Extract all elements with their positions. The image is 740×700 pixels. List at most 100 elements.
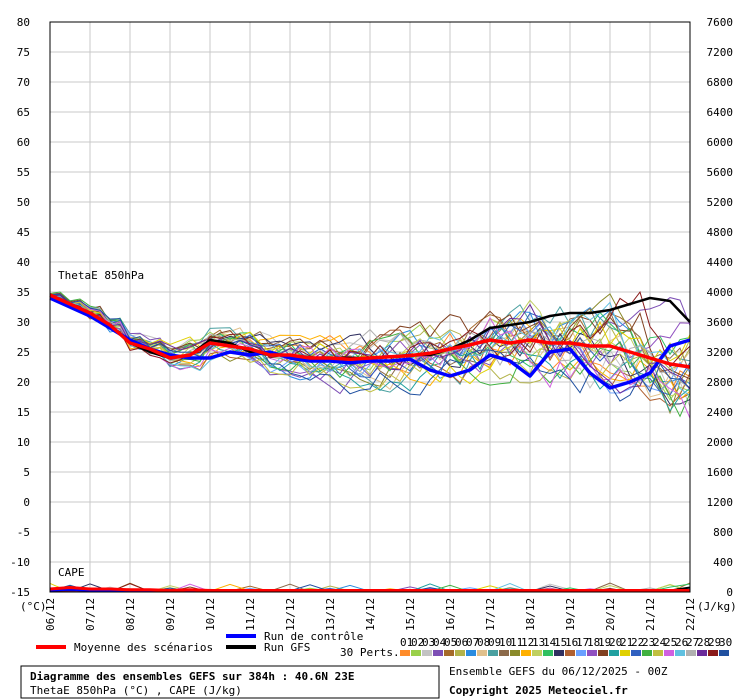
left-tick-label: 5 bbox=[23, 466, 30, 479]
pert-legend-label: 04 bbox=[433, 636, 447, 649]
right-tick-label: 800 bbox=[713, 526, 733, 539]
x-tick-label: 20/12 bbox=[604, 598, 617, 631]
pert-legend-label: 02 bbox=[411, 636, 424, 649]
x-tick-label: 21/12 bbox=[644, 598, 657, 631]
pert-legend-swatch bbox=[543, 650, 553, 656]
pert-legend-swatch bbox=[664, 650, 674, 656]
pert-legend-swatch bbox=[444, 650, 454, 656]
left-tick-label: 75 bbox=[17, 46, 30, 59]
perturbation-line bbox=[49, 293, 691, 402]
x-tick-label: 09/12 bbox=[164, 598, 177, 631]
mean-theta-line bbox=[49, 293, 691, 369]
left-tick-label: 35 bbox=[17, 286, 30, 299]
right-tick-label: 4400 bbox=[707, 256, 734, 269]
pert-legend-swatch bbox=[675, 650, 685, 656]
legend-gfs-label: Run GFS bbox=[264, 641, 310, 654]
pert-legend-swatch bbox=[466, 650, 476, 656]
pert-legend-label: 12 bbox=[521, 636, 534, 649]
pert-legend-swatch bbox=[488, 650, 498, 656]
pert-legend-label: 22 bbox=[631, 636, 644, 649]
pert-legend-swatch bbox=[631, 650, 641, 656]
plot-frame bbox=[49, 21, 691, 593]
pert-legend-label: 07 bbox=[466, 636, 479, 649]
left-tick-label: 65 bbox=[17, 106, 30, 119]
pert-legend-swatch bbox=[686, 650, 696, 656]
pert-legend-swatch bbox=[642, 650, 652, 656]
pert-legend-swatch bbox=[510, 650, 520, 656]
mean-cape-line bbox=[49, 585, 690, 593]
left-tick-label: 10 bbox=[17, 436, 30, 449]
left-tick-label: 0 bbox=[23, 496, 30, 509]
pert-legend-swatch bbox=[708, 650, 718, 656]
right-tick-label: 6400 bbox=[707, 106, 734, 119]
pert-legend-label: 10 bbox=[499, 636, 512, 649]
pert-legend-label: 21 bbox=[620, 636, 633, 649]
pert-legend-swatch bbox=[411, 650, 421, 656]
x-tick-label: 08/12 bbox=[124, 598, 137, 631]
x-tick-label: 19/12 bbox=[564, 598, 577, 631]
main-series-lines bbox=[49, 293, 691, 593]
x-tick-label: 10/12 bbox=[204, 598, 217, 631]
left-axis-unit: (°C) bbox=[20, 600, 47, 613]
pert-legend-label: 18 bbox=[587, 636, 600, 649]
perturbation-line bbox=[49, 293, 691, 393]
pert-legend-label: 23 bbox=[642, 636, 655, 649]
x-tick-label: 11/12 bbox=[244, 598, 257, 631]
left-tick-label: 25 bbox=[17, 346, 30, 359]
left-tick-label: 20 bbox=[17, 376, 30, 389]
pert-legend-label: 19 bbox=[598, 636, 611, 649]
right-axis-ticks: 7600720068006400600056005200480044004000… bbox=[707, 16, 734, 599]
pert-legend-label: 11 bbox=[510, 636, 523, 649]
right-tick-label: 5600 bbox=[707, 166, 734, 179]
left-tick-label: 50 bbox=[17, 196, 30, 209]
pert-legend-swatch bbox=[422, 650, 432, 656]
pert-legend-swatch bbox=[620, 650, 630, 656]
legend-control-label: Run de contrôle bbox=[264, 630, 363, 643]
cape-annotation: CAPE bbox=[58, 566, 85, 579]
right-tick-label: 2800 bbox=[707, 376, 734, 389]
pert-legend-label: 15 bbox=[554, 636, 567, 649]
x-tick-label: 17/12 bbox=[484, 598, 497, 631]
pert-legend-swatch bbox=[433, 650, 443, 656]
pert-legend-swatch bbox=[477, 650, 487, 656]
pert-legend-label: 09 bbox=[488, 636, 501, 649]
pert-legend-swatch bbox=[565, 650, 575, 656]
left-tick-label: 40 bbox=[17, 256, 30, 269]
right-tick-label: 4000 bbox=[707, 286, 734, 299]
right-tick-label: 7600 bbox=[707, 16, 734, 29]
right-tick-label: 4800 bbox=[707, 226, 734, 239]
x-tick-label: 12/12 bbox=[284, 598, 297, 631]
plot-border bbox=[49, 21, 691, 593]
legend-perts-label: 30 Perts. bbox=[340, 646, 400, 659]
x-tick-label: 14/12 bbox=[364, 598, 377, 631]
right-tick-label: 3200 bbox=[707, 346, 734, 359]
left-tick-label: 60 bbox=[17, 136, 30, 149]
left-tick-label: 55 bbox=[17, 166, 30, 179]
pert-legend-swatch bbox=[521, 650, 531, 656]
pert-legend-swatch bbox=[400, 650, 410, 656]
left-tick-label: -5 bbox=[17, 526, 30, 539]
right-tick-label: 0 bbox=[726, 586, 733, 599]
pert-legend-label: 06 bbox=[455, 636, 468, 649]
right-tick-label: 7200 bbox=[707, 46, 734, 59]
footer-title-line2: ThetaE 850hPa (°C) , CAPE (J/kg) bbox=[30, 684, 242, 697]
pert-legend-label: 17 bbox=[576, 636, 589, 649]
right-tick-label: 2400 bbox=[707, 406, 734, 419]
pert-legend-swatch bbox=[653, 650, 663, 656]
x-tick-label: 07/12 bbox=[84, 598, 97, 631]
perturbation-line bbox=[49, 293, 691, 400]
x-tick-label: 13/12 bbox=[324, 598, 337, 631]
pert-legend-label: 30 bbox=[719, 636, 732, 649]
pert-legend-label: 28 bbox=[697, 636, 710, 649]
pert-legend-label: 27 bbox=[686, 636, 699, 649]
left-tick-label: -10 bbox=[10, 556, 30, 569]
pert-legend-label: 08 bbox=[477, 636, 490, 649]
right-tick-label: 400 bbox=[713, 556, 733, 569]
pert-legend-label: 14 bbox=[543, 636, 557, 649]
pert-legend-swatch bbox=[587, 650, 597, 656]
pert-legend-label: 05 bbox=[444, 636, 457, 649]
right-tick-label: 6000 bbox=[707, 136, 734, 149]
x-tick-label: 16/12 bbox=[444, 598, 457, 631]
